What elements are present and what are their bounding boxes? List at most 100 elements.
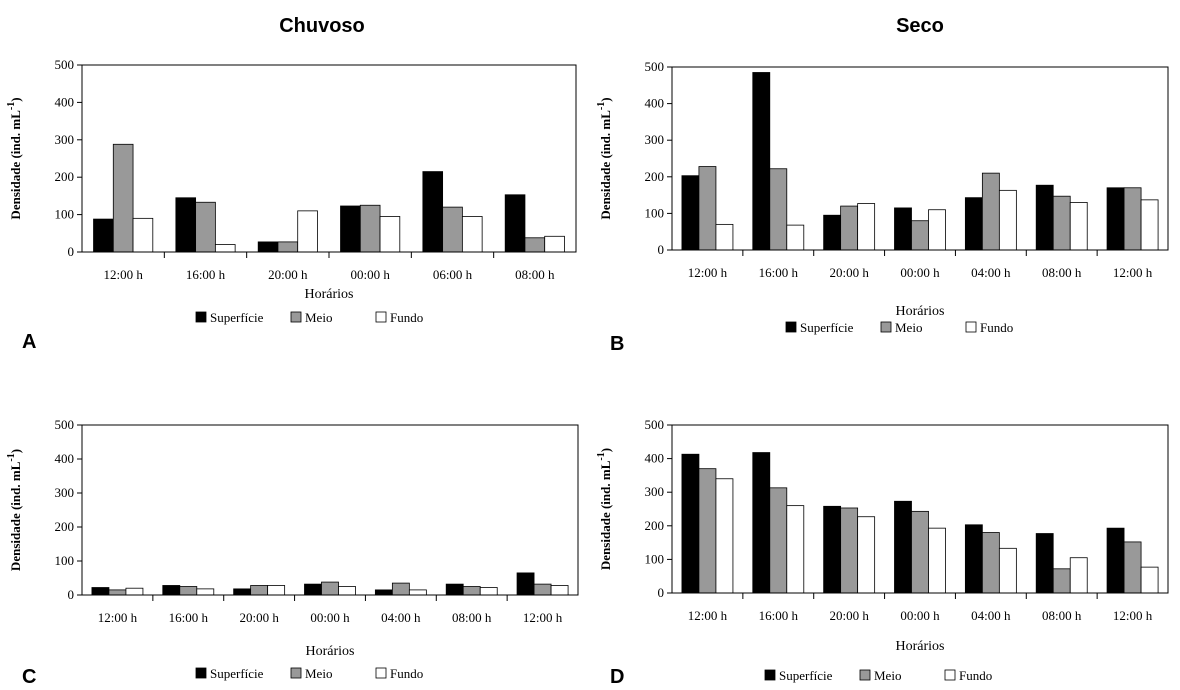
panel-c-bar-superficie (162, 585, 181, 596)
panel-c-legend-swatch-fundo (375, 667, 387, 679)
panel-a-y-tick-label: 200 (55, 169, 75, 184)
panel-a-bar-fundo (132, 217, 154, 253)
panel-c-x-tick-label: 00:00 h (310, 610, 350, 625)
panel-b-bar-superficie (823, 214, 842, 251)
panel-b: 0 100 200 300 400 500 12:00 h 16:00 h 20:00 h 00… (596, 59, 1169, 355)
panel-b-bars (681, 72, 1159, 251)
panel-d-legend: Superfície Meio Fundo (764, 668, 992, 683)
column-title-seco: Seco (896, 15, 944, 37)
panel-c-y-ticks: 0 100 200 300 400 500 (55, 417, 82, 602)
panel-c-bar-fundo (267, 585, 286, 596)
panel-a-x-tick-label: 08:00 h (515, 267, 555, 282)
panel-d-bar-fundo (715, 478, 734, 594)
panel-d-bar-fundo (857, 516, 876, 594)
panel-a-bar-superficie (504, 194, 526, 253)
panel-b-bar-meio (1123, 187, 1142, 251)
panel-c: 0 100 200 300 400 500 12:00 h 16:00 h 20:00 h 00… (6, 417, 579, 688)
panel-a-bar-meio (359, 204, 381, 253)
panel-d-x-tick-label: 08:00 h (1042, 608, 1082, 623)
panel-d-x-tick-label: 16:00 h (759, 608, 799, 623)
panel-b-x-tick-label: 04:00 h (971, 265, 1011, 280)
panel-b-bar-superficie (894, 207, 912, 251)
panel-a-y-tick-label: 0 (68, 244, 75, 259)
panel-c-y-tick-label: 500 (55, 417, 75, 432)
panel-d-bar-superficie (1035, 533, 1054, 594)
panel-b-y-tick-label: 300 (645, 132, 665, 147)
panel-d-bars (681, 452, 1159, 594)
panel-a-legend: Superfície Meio Fundo (195, 310, 423, 325)
panel-a-y-tick-label: 500 (55, 57, 75, 72)
panel-a-bar-superficie (340, 205, 361, 253)
panel-d-x-tick-label: 20:00 h (829, 608, 869, 623)
panel-c-legend-swatch-superficie (195, 667, 207, 679)
panel-b-x-tick-label: 12:00 h (688, 265, 728, 280)
panel-a-legend-swatch-fundo (375, 311, 387, 323)
panel-c-bar-fundo (408, 589, 427, 596)
panel-c-bar-fundo (196, 588, 215, 596)
panel-a-bar-meio (524, 237, 546, 253)
panel-a-y-tick-label: 100 (55, 207, 75, 222)
panel-a-bar-meio (112, 143, 134, 253)
panel-d-y-tick-label: 0 (658, 585, 665, 600)
panel-c-legend-label-meio: Meio (305, 666, 332, 681)
panel-b-bar-meio (911, 220, 929, 251)
panel-d-y-tick-label: 500 (645, 417, 665, 432)
panel-d-bar-meio (911, 510, 929, 594)
panel-b-legend-label-superficie: Superfície (800, 320, 854, 335)
panel-b-legend-swatch-meio (880, 321, 892, 333)
panel-c-y-tick-label: 300 (55, 485, 75, 500)
panel-d: 0 100 200 300 400 500 12:00 h 16:00 h 20:00 h 00… (596, 417, 1169, 688)
panel-a-x-ticks: 12:00 h 16:00 h 20:00 h 00:00 h 06:00 h 08:00… (103, 252, 555, 282)
panel-b-bar-fundo (715, 223, 734, 251)
panel-b-y-tick-label: 0 (658, 242, 665, 257)
panel-b-y-tick-label: 500 (645, 59, 665, 74)
panel-b-legend-label-meio: Meio (895, 320, 922, 335)
panel-c-bar-fundo (479, 587, 498, 596)
panel-b-bar-fundo (1140, 199, 1159, 251)
panel-d-y-axis-label: Densidade (ind. mL-1) (596, 448, 613, 570)
panel-a-bar-superficie (257, 241, 279, 253)
panel-d-legend-label-fundo: Fundo (959, 668, 992, 683)
panel-d-bar-meio (840, 507, 859, 594)
panel-d-bar-meio (769, 487, 788, 594)
panel-d-legend-swatch-meio (859, 669, 871, 681)
panel-d-legend-label-meio: Meio (874, 668, 901, 683)
panel-d-legend-label-superficie: Superfície (779, 668, 833, 683)
panel-b-legend-swatch-fundo (965, 321, 977, 333)
panel-b-plot-frame (671, 66, 1169, 251)
panel-c-legend-swatch-meio (290, 667, 302, 679)
panel-d-bar-meio (1123, 541, 1142, 594)
panel-d-bar-fundo (928, 527, 946, 594)
panel-c-y-tick-label: 0 (68, 587, 75, 602)
panel-d-y-tick-label: 400 (645, 451, 665, 466)
panel-c-bar-fundo (550, 585, 569, 596)
panel-d-x-axis-label: Horários (896, 639, 945, 654)
panel-a: 0 100 200 300 400 500 12:00 h 16:00 h 20:00 h 00… (6, 57, 577, 353)
panel-c-bar-meio (391, 582, 410, 596)
panel-c-letter: C (22, 666, 36, 688)
panel-d-x-tick-label: 12:00 h (688, 608, 728, 623)
panel-c-x-tick-label: 04:00 h (381, 610, 421, 625)
panel-b-legend: Superfície Meio Fundo (785, 320, 1013, 335)
panel-b-bar-fundo (1069, 202, 1088, 251)
panel-d-x-tick-label: 12:00 h (1113, 608, 1153, 623)
panel-d-y-tick-label: 100 (645, 551, 665, 566)
panel-c-plot-frame (81, 424, 579, 596)
panel-c-legend-label-superficie: Superfície (210, 666, 264, 681)
panel-b-legend-label-fundo: Fundo (980, 320, 1013, 335)
panel-c-bar-meio (533, 583, 552, 596)
panel-b-x-tick-label: 16:00 h (759, 265, 799, 280)
panel-a-bar-meio (442, 206, 463, 253)
panel-a-y-tick-label: 300 (55, 132, 75, 147)
panel-d-y-ticks: 0 100 200 300 400 500 (645, 417, 672, 600)
panel-a-bar-fundo (214, 244, 236, 253)
panel-d-legend-swatch-superficie (764, 669, 776, 681)
panel-c-y-axis-label: Densidade (ind. mL-1) (6, 449, 23, 571)
panel-a-legend-label-fundo: Fundo (390, 310, 423, 325)
panel-d-bar-meio (698, 468, 717, 594)
panel-d-bar-superficie (752, 452, 771, 594)
panel-c-x-tick-label: 12:00 h (523, 610, 563, 625)
panel-c-y-tick-label: 100 (55, 553, 75, 568)
panel-a-bar-fundo (461, 216, 483, 253)
